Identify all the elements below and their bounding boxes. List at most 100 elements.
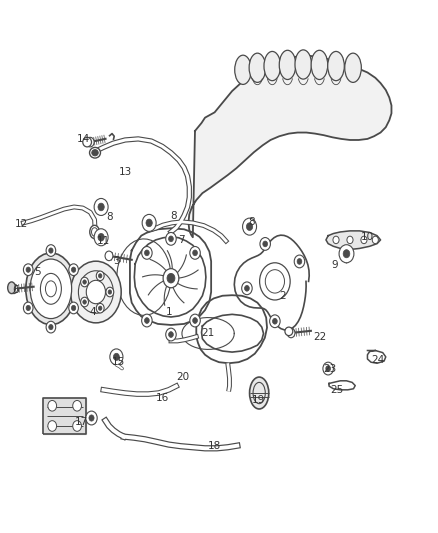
Ellipse shape (249, 53, 266, 83)
Circle shape (141, 246, 152, 259)
Polygon shape (188, 55, 392, 237)
Text: 20: 20 (177, 372, 190, 382)
Circle shape (86, 280, 106, 304)
Ellipse shape (328, 51, 344, 80)
Ellipse shape (92, 150, 98, 156)
Circle shape (99, 273, 102, 278)
Circle shape (297, 259, 302, 264)
Circle shape (263, 241, 268, 247)
Text: 23: 23 (324, 364, 337, 374)
Circle shape (89, 415, 94, 421)
Circle shape (347, 236, 353, 244)
Circle shape (48, 400, 57, 411)
Text: 13: 13 (119, 167, 132, 177)
Circle shape (98, 233, 104, 241)
Text: 25: 25 (330, 385, 343, 395)
Circle shape (163, 269, 179, 288)
Ellipse shape (279, 50, 296, 79)
Circle shape (73, 400, 81, 411)
Circle shape (106, 287, 114, 297)
Circle shape (294, 255, 305, 268)
Text: 22: 22 (313, 332, 326, 342)
Text: 17: 17 (75, 417, 88, 427)
Circle shape (83, 280, 86, 284)
Circle shape (71, 305, 76, 311)
Circle shape (96, 271, 104, 280)
Circle shape (193, 318, 198, 324)
Circle shape (108, 290, 112, 294)
Ellipse shape (83, 138, 92, 147)
Circle shape (94, 198, 108, 215)
Circle shape (83, 300, 86, 304)
Circle shape (110, 349, 123, 365)
Circle shape (323, 362, 333, 375)
Circle shape (247, 223, 253, 230)
Circle shape (167, 273, 175, 283)
Text: 4: 4 (89, 306, 95, 317)
Circle shape (339, 245, 354, 263)
Text: 7: 7 (179, 235, 185, 245)
Text: 11: 11 (97, 236, 110, 246)
Text: 3: 3 (113, 256, 120, 266)
Ellipse shape (105, 251, 113, 261)
Circle shape (372, 236, 378, 244)
Text: 24: 24 (372, 354, 385, 365)
Circle shape (81, 277, 88, 287)
Text: 15: 15 (112, 357, 125, 367)
Text: 12: 12 (15, 219, 28, 229)
Text: 21: 21 (201, 328, 215, 338)
Circle shape (244, 286, 249, 291)
Circle shape (69, 264, 78, 276)
Text: 8: 8 (248, 217, 255, 227)
Circle shape (361, 236, 367, 244)
Text: 8: 8 (106, 212, 113, 222)
Circle shape (113, 353, 119, 360)
Circle shape (46, 245, 56, 256)
Circle shape (86, 411, 97, 425)
Text: 18: 18 (208, 441, 221, 451)
Circle shape (169, 332, 173, 337)
Ellipse shape (30, 259, 72, 319)
Ellipse shape (250, 377, 269, 409)
Circle shape (23, 302, 33, 314)
Text: 1: 1 (166, 306, 172, 317)
Ellipse shape (287, 328, 295, 338)
Circle shape (270, 315, 280, 328)
Circle shape (333, 236, 339, 244)
Circle shape (73, 421, 81, 431)
Circle shape (166, 232, 176, 245)
Text: 14: 14 (77, 134, 90, 144)
Text: 19: 19 (252, 395, 265, 406)
Circle shape (94, 229, 108, 246)
Text: 6: 6 (13, 286, 19, 295)
Ellipse shape (235, 55, 251, 84)
Circle shape (145, 250, 149, 256)
Text: 2: 2 (279, 290, 286, 301)
Polygon shape (43, 398, 86, 434)
Ellipse shape (26, 253, 76, 325)
Circle shape (81, 297, 88, 307)
Circle shape (26, 305, 30, 311)
Ellipse shape (8, 282, 15, 294)
Ellipse shape (264, 51, 281, 80)
Circle shape (98, 203, 104, 211)
Text: 8: 8 (170, 211, 177, 221)
Circle shape (260, 263, 290, 300)
Circle shape (142, 214, 156, 231)
Circle shape (146, 219, 152, 227)
Circle shape (141, 314, 152, 327)
Text: 16: 16 (155, 393, 169, 403)
Circle shape (26, 267, 30, 272)
Circle shape (272, 318, 277, 324)
Circle shape (48, 421, 57, 431)
Ellipse shape (345, 53, 361, 83)
Circle shape (49, 248, 53, 253)
Circle shape (71, 267, 76, 272)
Circle shape (169, 236, 173, 242)
Circle shape (99, 306, 102, 310)
Circle shape (193, 250, 198, 256)
Circle shape (49, 325, 53, 330)
Ellipse shape (86, 138, 94, 147)
Ellipse shape (311, 50, 328, 79)
Circle shape (243, 218, 257, 235)
